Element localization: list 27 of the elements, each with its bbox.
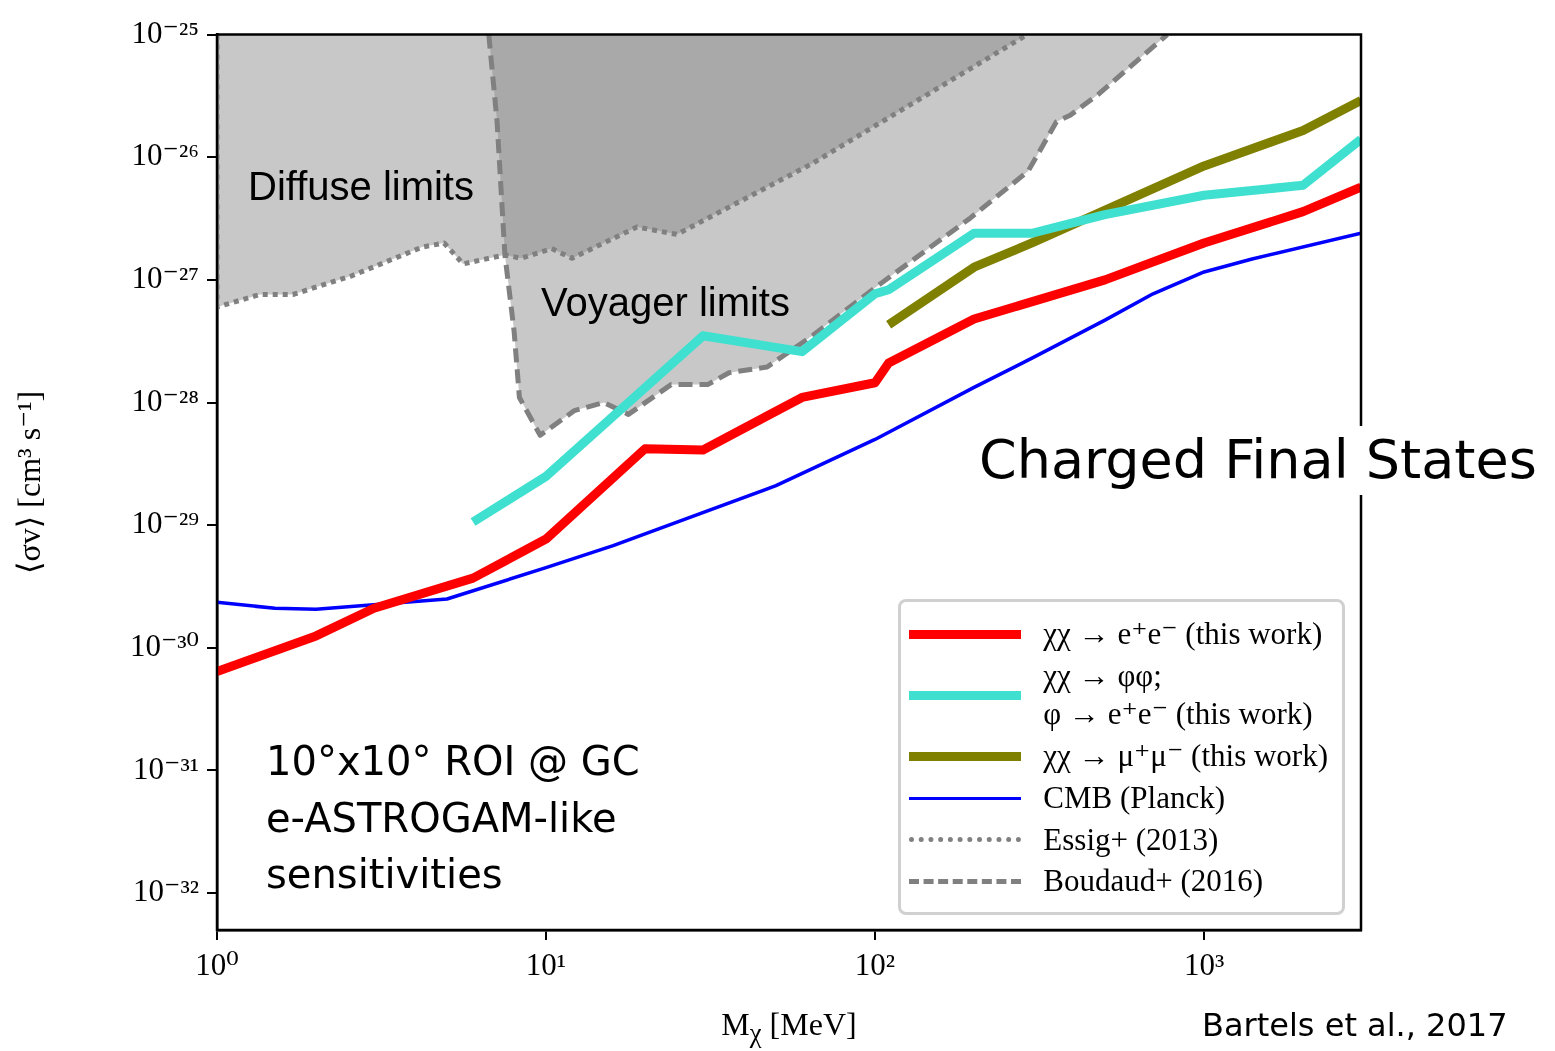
legend-label: Boudaud+ (2016) — [1043, 862, 1264, 901]
y-tick-label: 10⁻²⁶ — [131, 137, 199, 173]
text: Bartels et al., 2017 — [1201, 1005, 1509, 1046]
legend-label: χχ → e⁺e⁻ (this work) — [1043, 614, 1323, 653]
y-tick-label: 10⁻³¹ — [133, 750, 199, 786]
legend-label: CMB (Planck) — [1043, 778, 1226, 817]
y-tick-label: 10⁻²⁹ — [131, 505, 199, 541]
y-tick-label: 10⁻²⁷ — [131, 260, 199, 296]
x-tick-label: 10² — [854, 946, 896, 982]
annotation: e-ASTROGAM-like — [265, 794, 618, 843]
annotation: 10°x10° ROI @ GC — [265, 737, 641, 786]
annotation: Voyager limits — [540, 279, 791, 326]
y-tick-label: 10⁻²⁸ — [131, 382, 199, 418]
legend-label: χχ → μ⁺μ⁻ (this work) — [1043, 737, 1328, 775]
x-tick-label: 10³ — [1183, 946, 1225, 982]
y-tick-label: 10⁻³⁰ — [129, 627, 199, 663]
y-axis-title: ⟨σv⟩ [cm³ s⁻¹] — [10, 390, 47, 574]
annotation: Charged Final States — [975, 426, 1541, 495]
x-tick-label: 10⁰ — [195, 946, 239, 982]
y-tick-label: 10⁻³² — [133, 873, 199, 909]
annotation: sensitivities — [265, 850, 504, 899]
x-axis-title: M$_{χ}$ [MeV] — [721, 1006, 857, 1049]
legend-label: χχ → φφ; φ → e⁺e⁻ (this work) — [1043, 656, 1313, 734]
annotation: Diffuse limits — [247, 163, 475, 210]
legend-label: Essig+ (2013) — [1043, 820, 1219, 859]
y-tick-label: 10⁻²⁵ — [131, 14, 199, 50]
x-tick-label: 10¹ — [525, 946, 567, 982]
